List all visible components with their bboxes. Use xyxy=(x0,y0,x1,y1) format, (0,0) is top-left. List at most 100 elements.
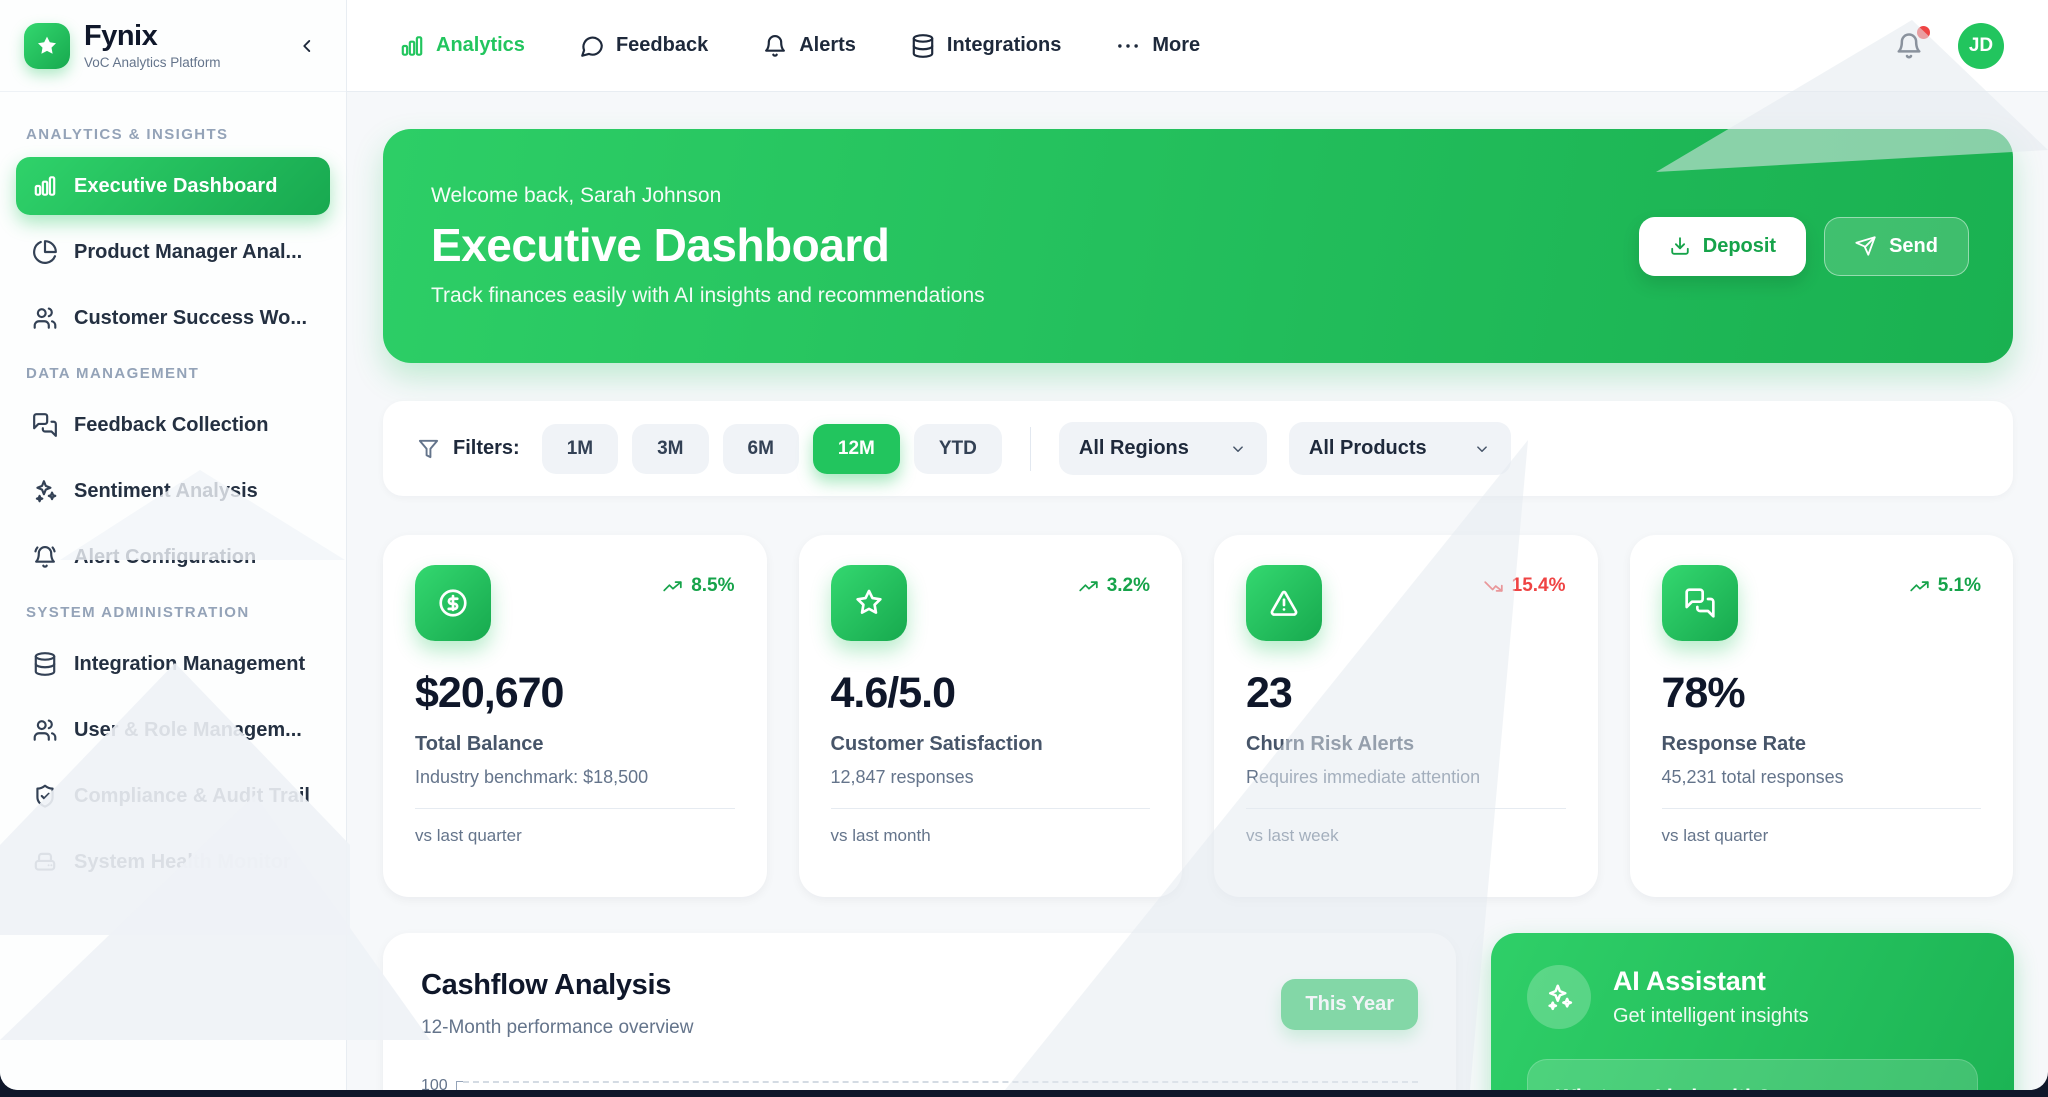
sidebar-item-alert-configuration[interactable]: Alert Configuration xyxy=(16,528,330,586)
top-nav: Analytics Feedback Alerts Integrations M… xyxy=(399,33,1200,59)
ai-assistant-subtitle: Get intelligent insights xyxy=(1613,1005,1809,1027)
sidebar-item-system-health-monitor[interactable]: System Health Monitor xyxy=(16,833,330,891)
hard-drive-icon xyxy=(34,852,56,871)
kpi-detail: 45,231 total responses xyxy=(1661,767,1844,787)
hero-subtitle: Track finances easily with AI insights a… xyxy=(431,284,985,307)
bell-ring-icon xyxy=(34,545,56,568)
sidebar-collapse-button[interactable] xyxy=(290,29,324,63)
nav-tab-feedback[interactable]: Feedback xyxy=(579,33,708,59)
kpi-footnote: vs last quarter xyxy=(1661,826,1769,845)
nav-tab-analytics[interactable]: Analytics xyxy=(399,33,525,59)
star-icon xyxy=(855,589,882,614)
sidebar: Fynix VoC Analytics Platform ANALYTICS &… xyxy=(0,0,347,1090)
dollar-circle-icon xyxy=(439,589,467,617)
divider xyxy=(1246,808,1566,809)
range-pill-ytd[interactable]: YTD xyxy=(913,423,1002,474)
kpi-footnote: vs last week xyxy=(1246,826,1339,845)
star-icon xyxy=(37,35,57,55)
sidebar-section-title: ANALYTICS & INSIGHTS xyxy=(26,126,229,143)
sidebar-item-feedback-collection[interactable]: Feedback Collection xyxy=(16,396,330,454)
range-pill-12m[interactable]: 12M xyxy=(812,423,900,474)
database-icon xyxy=(34,652,56,676)
deposit-button[interactable]: Deposit xyxy=(1638,216,1807,276)
sidebar-item-label: Compliance & Audit Trail xyxy=(74,784,310,807)
divider xyxy=(415,808,735,809)
user-avatar[interactable]: JD xyxy=(1958,22,2004,69)
chat-bubbles-icon xyxy=(33,413,57,437)
this-year-button[interactable]: This Year xyxy=(1281,979,1418,1030)
products-select[interactable]: All Products xyxy=(1288,422,1511,475)
kpi-trend-value: 8.5% xyxy=(691,575,735,596)
nav-tab-label: Analytics xyxy=(436,34,525,56)
kpi-value: $20,670 xyxy=(415,669,564,717)
main-content: Welcome back, Sarah Johnson Executive Da… xyxy=(347,92,2048,1090)
cashflow-analysis-card: Cashflow Analysis 12-Month performance o… xyxy=(383,933,1456,1090)
kpi-trend-value: 5.1% xyxy=(1937,575,1981,596)
sidebar-item-product-manager-analytics[interactable]: Product Manager Anal... xyxy=(16,223,330,281)
nav-tab-label: More xyxy=(1152,34,1201,56)
download-icon xyxy=(1671,237,1689,255)
kpi-card-total-balance: 8.5% $20,670 Total Balance Industry benc… xyxy=(383,535,767,897)
kpi-detail: Industry benchmark: $18,500 xyxy=(415,767,649,787)
filter-funnel-icon xyxy=(418,439,439,459)
brand-name: Fynix xyxy=(84,20,158,53)
nav-tab-label: Integrations xyxy=(946,34,1062,56)
sidebar-section-title: SYSTEM ADMINISTRATION xyxy=(26,604,250,621)
sidebar-item-label: User & Role Managem... xyxy=(74,718,302,741)
kpi-value: 78% xyxy=(1661,669,1746,717)
notifications-button[interactable] xyxy=(1890,25,1930,65)
range-pill-6m[interactable]: 6M xyxy=(722,423,799,474)
regions-select[interactable]: All Regions xyxy=(1058,422,1267,475)
range-pill-3m[interactable]: 3M xyxy=(632,423,709,474)
sidebar-item-sentiment-analysis[interactable]: Sentiment Analysis xyxy=(16,462,330,520)
trending-up-icon xyxy=(1910,580,1929,591)
sidebar-item-user-role-management[interactable]: User & Role Managem... xyxy=(16,701,330,759)
chat-bubble-icon xyxy=(581,36,603,57)
notification-dot xyxy=(1917,25,1930,39)
sidebar-item-executive-dashboard[interactable]: Executive Dashboard xyxy=(16,157,330,215)
cashflow-subtitle: 12-Month performance overview xyxy=(421,1017,694,1038)
page-title: Executive Dashboard xyxy=(431,219,890,271)
kpi-footnote: vs last month xyxy=(830,826,931,845)
divider xyxy=(830,808,1150,809)
bar-chart-icon xyxy=(401,35,423,56)
nav-tab-integrations[interactable]: Integrations xyxy=(910,33,1061,59)
sidebar-item-label: Alert Configuration xyxy=(74,545,257,568)
sidebar-section-title: DATA MANAGEMENT xyxy=(26,365,200,382)
users-icon xyxy=(33,719,57,741)
sidebar-item-label: Integration Management xyxy=(74,652,306,675)
trending-up-icon xyxy=(663,580,682,591)
ellipsis-icon xyxy=(1117,42,1140,49)
send-icon xyxy=(1855,236,1876,256)
sidebar-item-label: Executive Dashboard xyxy=(74,174,278,197)
filters-bar: Filters: 1M 3M 6M 12M YTD All Regions Al… xyxy=(383,401,2013,496)
regions-select-value: All Regions xyxy=(1078,437,1189,459)
divider xyxy=(1661,808,1981,809)
kpi-trend: 15.4% xyxy=(1483,575,1566,597)
sidebar-item-label: Feedback Collection xyxy=(74,413,269,436)
hero-text: Welcome back, Sarah Johnson Executive Da… xyxy=(431,184,985,308)
send-button[interactable]: Send xyxy=(1824,216,1969,276)
ai-assistant-prompt: What can I help with? xyxy=(1556,1086,1949,1090)
cashflow-title: Cashflow Analysis xyxy=(421,969,672,1001)
ai-assistant-prompt-panel[interactable]: What can I help with? xyxy=(1527,1059,1978,1090)
sidebar-item-label: Sentiment Analysis xyxy=(74,479,258,502)
sidebar-item-compliance-audit-trail[interactable]: Compliance & Audit Trail xyxy=(16,767,330,825)
bottom-row: Cashflow Analysis 12-Month performance o… xyxy=(383,933,2014,1090)
brand-text: Fynix VoC Analytics Platform xyxy=(84,20,221,70)
sidebar-item-label: System Health Monitor xyxy=(74,850,291,873)
nav-tab-alerts[interactable]: Alerts xyxy=(762,33,856,59)
sidebar-item-integration-management[interactable]: Integration Management xyxy=(16,635,330,693)
cashflow-chart: 100 xyxy=(421,1077,1418,1091)
sidebar-nav: ANALYTICS & INSIGHTS Executive Dashboard… xyxy=(0,92,346,891)
chart-y-tick: 100 xyxy=(421,1077,448,1091)
sidebar-item-customer-success[interactable]: Customer Success Wo... xyxy=(16,289,330,347)
kpi-icon-box xyxy=(830,565,907,641)
nav-tab-more[interactable]: More xyxy=(1115,33,1200,59)
kpi-card-churn-risk-alerts: 15.4% 23 Churn Risk Alerts Requires imme… xyxy=(1214,535,1598,897)
trending-down-icon xyxy=(1483,580,1503,592)
kpi-label: Response Rate xyxy=(1661,733,1807,755)
chart-gridline xyxy=(462,1081,1418,1083)
range-pill-1m[interactable]: 1M xyxy=(541,423,619,474)
